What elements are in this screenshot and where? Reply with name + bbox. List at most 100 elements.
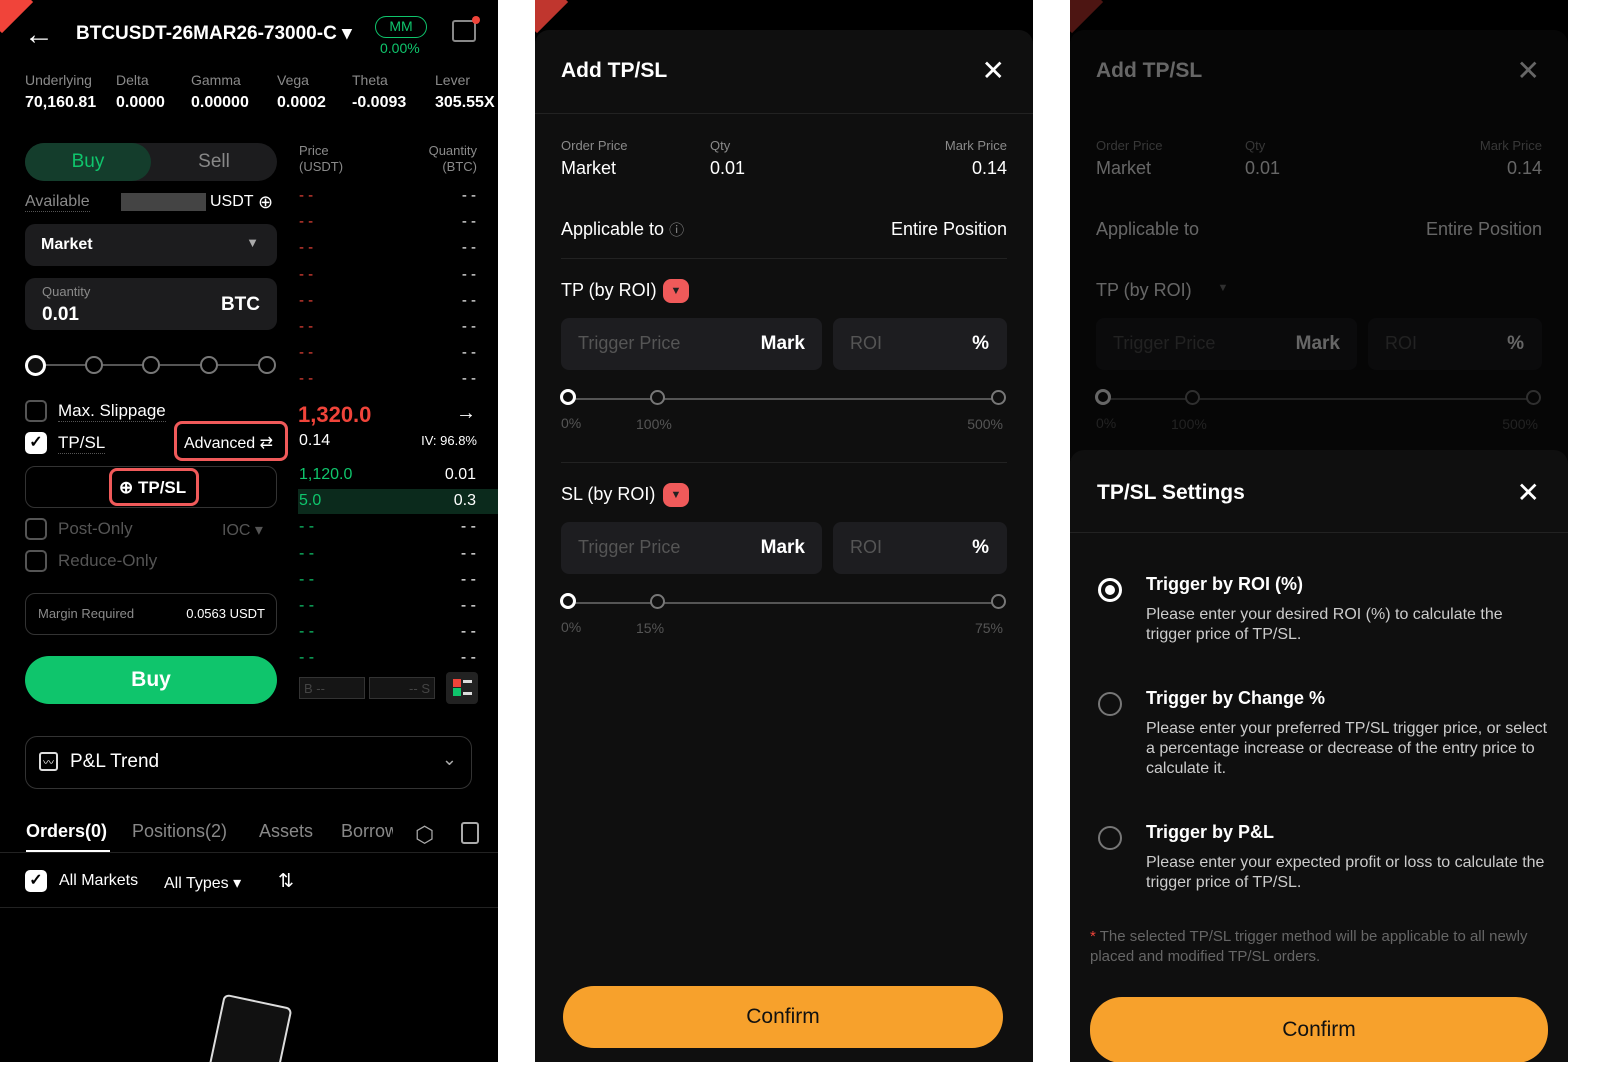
mark-price: 0.14	[299, 432, 331, 449]
stat-value: 305.55X	[435, 94, 495, 111]
ask-price[interactable]: - -	[299, 213, 314, 231]
applicable-to: Applicable to ⓘ	[561, 219, 685, 239]
deposit-plus-icon[interactable]: ⊕	[258, 192, 274, 212]
roi-input[interactable]: ROI%	[833, 318, 1007, 370]
post-only-checkbox[interactable]	[25, 518, 47, 540]
stat-value: 0.0002	[277, 94, 326, 111]
symbol: BTCUSDT-26MAR26-73000-C	[76, 23, 337, 44]
add-tpsl-sheet: Add TP/SL ✕ Order Price Market Qty 0.01 …	[535, 30, 1033, 1062]
caret-down-icon: ▼	[246, 235, 259, 250]
applicable-value[interactable]: Entire Position	[890, 219, 1007, 239]
mark-price-value: 0.14	[971, 158, 1007, 178]
slider-knob-0[interactable]	[25, 355, 46, 376]
tab-positions[interactable]: Positions(2)	[132, 821, 228, 841]
slider-knob[interactable]	[560, 593, 576, 609]
advanced-button[interactable]: Advanced ⇄	[174, 421, 288, 461]
close-icon[interactable]: ✕	[1516, 477, 1540, 508]
all-markets-checkbox[interactable]: ✓	[25, 870, 47, 892]
buy-ratio: B --	[299, 677, 365, 699]
book-layout-icon[interactable]	[446, 672, 478, 704]
section-label: TP (by ROI)	[561, 280, 657, 300]
symbol-selector[interactable]: BTCUSDT-26MAR26-73000-C ▾	[76, 23, 352, 44]
ask-qty: - -	[461, 318, 476, 335]
arrow-right-icon[interactable]: →	[456, 402, 476, 424]
all-types-select[interactable]: All Types ▾	[164, 875, 242, 892]
ask-price[interactable]: - -	[299, 239, 314, 257]
divider	[535, 113, 1033, 114]
max-slippage-checkbox[interactable]	[25, 400, 47, 422]
tab-borrow[interactable]: Borrow	[341, 821, 393, 841]
confirm-button[interactable]: Confirm	[563, 986, 1003, 1048]
bid-row[interactable]: 1,120.0 0.01	[299, 466, 476, 483]
option-title: Trigger by P&L	[1146, 822, 1275, 842]
settings-hex-icon[interactable]: ⬡	[415, 822, 435, 847]
radio-button[interactable]	[1098, 578, 1122, 602]
side-toggle: Buy Sell	[25, 143, 277, 181]
slider-knob[interactable]	[560, 389, 576, 405]
order-type-select[interactable]: Market ▼	[25, 224, 277, 266]
ask-price[interactable]: - -	[299, 318, 314, 335]
confirm-button[interactable]: Confirm	[1090, 997, 1548, 1062]
plus-circle-icon: ⊕	[119, 478, 134, 497]
document-icon[interactable]	[461, 822, 479, 844]
roi-input[interactable]: ROI%	[833, 522, 1007, 574]
bid-row[interactable]: - -- -	[299, 597, 476, 614]
quantity-input[interactable]: Quantity 0.01 BTC	[25, 278, 277, 330]
mm-badge[interactable]: MM	[375, 16, 427, 38]
bid-row[interactable]: - -- -	[299, 544, 476, 562]
bid-row[interactable]: - -- -	[299, 623, 476, 641]
bid-row[interactable]: - -- -	[299, 649, 476, 667]
buy-tab[interactable]: Buy	[25, 143, 151, 181]
method-dropdown-caret-icon[interactable]: ▼	[663, 483, 689, 507]
radio-button[interactable]	[1098, 692, 1122, 716]
pnl-trend-label: P&L Trend	[70, 751, 160, 772]
radio-button[interactable]	[1098, 826, 1122, 850]
tpsl-settings-sheet: TP/SL Settings ✕ Trigger by ROI (%) Plea…	[1070, 450, 1568, 1062]
ask-price[interactable]: - -	[299, 291, 314, 309]
slider-tick: 15%	[636, 620, 665, 636]
add-tpsl-button[interactable]: ⊕ TP/SL	[109, 468, 199, 506]
ask-price[interactable]: - -	[299, 370, 314, 388]
divider	[1070, 532, 1568, 533]
add-tpsl-label: TP/SL	[137, 478, 187, 497]
stat-value: 0.0000	[116, 94, 165, 111]
mark-select[interactable]: Mark	[760, 537, 805, 558]
divider	[0, 907, 498, 908]
close-icon[interactable]: ✕	[981, 55, 1005, 86]
bid-row[interactable]: 5.0 0.3	[298, 489, 498, 515]
ask-qty: - -	[461, 344, 476, 362]
reduce-only-checkbox[interactable]	[25, 550, 47, 572]
sell-tab[interactable]: Sell	[198, 151, 230, 172]
help-icon[interactable]: ⓘ	[669, 222, 685, 239]
slider-tick: 0%	[561, 415, 582, 431]
post-only-label: Post-Only	[58, 519, 133, 538]
ask-qty: - -	[461, 291, 476, 309]
tab-orders[interactable]: Orders(0)	[26, 821, 108, 841]
sheet-title: Add TP/SL	[561, 59, 668, 82]
buy-button[interactable]: Buy	[25, 656, 277, 704]
ask-price[interactable]: - -	[299, 344, 314, 362]
ioc-select[interactable]: IOC ▾	[222, 522, 263, 539]
implied-volatility: IV: 96.8%	[421, 433, 477, 448]
back-arrow-icon[interactable]: ←	[24, 18, 54, 51]
tpsl-label: TP/SL	[58, 433, 106, 454]
bid-row[interactable]: - -- -	[299, 518, 476, 536]
pnl-trend-dropdown[interactable]: 〰 P&L Trend ⌄	[25, 736, 472, 789]
sort-icon[interactable]: ⇅	[278, 871, 294, 892]
ask-price[interactable]: - -	[299, 187, 314, 204]
option-description: Please enter your expected profit or los…	[1146, 854, 1545, 891]
method-dropdown-caret-icon[interactable]: ▼	[663, 279, 689, 303]
quantity-label: Quantity	[42, 284, 91, 299]
section-label: SL (by ROI)	[561, 484, 656, 504]
chart-icon[interactable]	[452, 16, 480, 42]
stat-label: Delta	[116, 72, 149, 88]
mark-select[interactable]: Mark	[760, 333, 805, 354]
tab-assets[interactable]: Assets	[259, 821, 314, 841]
settings-title: TP/SL Settings	[1097, 481, 1245, 504]
ask-price[interactable]: - -	[299, 265, 314, 283]
active-tab-indicator	[26, 850, 110, 853]
bid-row[interactable]: - -- -	[299, 570, 476, 588]
tpsl-checkbox[interactable]: ✓	[25, 432, 47, 454]
